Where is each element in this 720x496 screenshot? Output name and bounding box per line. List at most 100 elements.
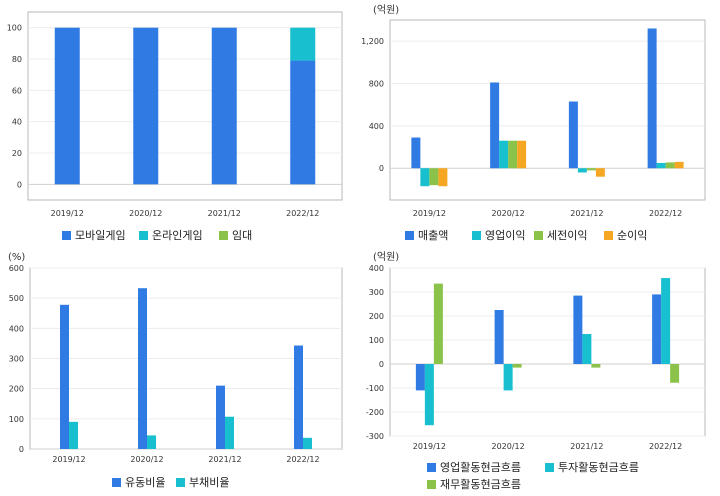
bar-0-1 xyxy=(490,82,500,169)
x-tick-label: 2020/12 xyxy=(129,209,162,218)
bar-2-2 xyxy=(586,168,596,171)
y-tick-label: 800 xyxy=(369,80,384,89)
legend-label: 세전이익 xyxy=(547,229,588,242)
x-tick-label: 2021/12 xyxy=(208,455,241,464)
y-tick-label: 0 xyxy=(17,180,22,189)
x-tick-label: 2019/12 xyxy=(51,209,84,218)
x-tick-label: 2019/12 xyxy=(52,455,85,464)
x-tick-label: 2021/12 xyxy=(208,209,241,218)
legend-item[interactable]: 유동비율 xyxy=(112,475,165,490)
y-tick-label: 400 xyxy=(369,122,384,131)
bar-1-1 xyxy=(147,435,156,449)
legend-item[interactable]: 세전이익 xyxy=(534,228,587,243)
bar-2-1 xyxy=(508,140,518,169)
bar-0-3 xyxy=(647,28,657,169)
x-tick-label: 2020/12 xyxy=(130,455,163,464)
legend-item[interactable]: 모바일게임 xyxy=(62,228,126,243)
bar-1-0 xyxy=(420,168,430,187)
x-tick-label: 2022/12 xyxy=(649,209,682,218)
y-tick-label: 300 xyxy=(369,288,384,297)
x-tick-label: 2019/12 xyxy=(413,442,446,451)
legend-label: 순이익 xyxy=(617,229,648,242)
earnings-chart: 0 400 800 1,200 (억원) 2019/12 2020/12 2021/12 202… xyxy=(361,4,706,218)
legend-label: 재무활동현금흐름 xyxy=(440,478,521,491)
y-tick-label: 0 xyxy=(379,360,384,369)
plot-area xyxy=(27,11,343,201)
y-tick-label: -200 xyxy=(366,408,384,417)
bar-2-3 xyxy=(665,162,675,169)
legend-item[interactable]: 순이익 xyxy=(604,228,647,243)
earnings-chart-panel: 0 400 800 1,200 (억원) 2019/12 2020/12 2021/12 202… xyxy=(360,0,720,250)
bar-0-0 xyxy=(54,27,80,185)
legend-swatch xyxy=(472,231,481,240)
bar-3-3 xyxy=(674,161,684,169)
legend-item[interactable]: 부채비율 xyxy=(176,475,229,490)
x-tick-label: 2021/12 xyxy=(570,442,603,451)
legend-item[interactable]: 영업이익 xyxy=(472,228,525,243)
legend-label: 모바일게임 xyxy=(75,229,126,242)
legend-label: 매출액 xyxy=(418,229,449,242)
legend-item[interactable]: 임대 xyxy=(219,228,252,243)
bar-0-3 xyxy=(294,345,303,449)
legend-label: 영업활동현금흐름 xyxy=(440,461,521,474)
legend-swatch xyxy=(427,480,436,489)
stability-chart-panel: 0 100 200 300 400 500 600 (%) 2019/12 2020/12 2021… xyxy=(0,250,360,496)
x-tick-label: 2020/12 xyxy=(492,442,525,451)
bar-0-3 xyxy=(290,60,316,185)
legend-item[interactable]: 영업활동현금흐름 xyxy=(427,460,521,475)
bar-1-1 xyxy=(499,140,509,169)
legend-item[interactable]: 온라인게임 xyxy=(139,228,203,243)
legend-item[interactable]: 투자활동현금흐름 xyxy=(545,460,639,475)
bar-1-1 xyxy=(503,364,513,391)
bar-1-3 xyxy=(303,437,312,449)
x-tick-label: 2022/12 xyxy=(649,442,682,451)
legend-swatch xyxy=(139,231,148,240)
cash-flow-chart-panel: -300 -200 -100 0 100 200 300 400 (억원) 2019/12 2020… xyxy=(360,250,720,496)
legend-label: 투자활동현금흐름 xyxy=(558,461,639,474)
legend-swatch xyxy=(427,463,436,472)
unit-label: (억원) xyxy=(373,251,399,263)
y-tick-label: 200 xyxy=(369,312,384,321)
y-tick-label: 400 xyxy=(369,264,384,273)
bar-0-1 xyxy=(133,27,159,185)
legend-swatch xyxy=(62,231,71,240)
legend-swatch xyxy=(405,231,414,240)
y-tick-label: 20 xyxy=(12,149,22,158)
y-tick-label: 100 xyxy=(9,415,24,424)
legend-swatch xyxy=(112,478,121,487)
bar-0-0 xyxy=(411,137,421,169)
bar-0-0 xyxy=(415,364,425,391)
bar-0-3 xyxy=(652,294,662,364)
legend-label: 임대 xyxy=(232,229,253,242)
legend-item[interactable]: 매출액 xyxy=(405,228,448,243)
x-tick-label: 2020/12 xyxy=(492,209,525,218)
bar-1-2 xyxy=(225,416,234,449)
bar-2-1 xyxy=(512,364,522,368)
y-tick-label: 0 xyxy=(379,164,384,173)
earnings-legend: 매출액 영업이익 세전이익 순이익 xyxy=(360,228,720,246)
unit-label: (억원) xyxy=(373,4,399,16)
legend-item[interactable]: 재무활동현금흐름 xyxy=(427,477,521,492)
bar-3-1 xyxy=(517,140,527,169)
bar-2-3 xyxy=(670,364,680,383)
y-tick-label: 600 xyxy=(9,264,24,273)
legend-swatch xyxy=(219,231,228,240)
y-tick-label: 40 xyxy=(12,118,22,127)
bar-1-0 xyxy=(424,364,434,426)
bar-3-2 xyxy=(595,168,605,177)
revenue-mix-legend: 모바일게임 온라인게임 임대 xyxy=(0,228,360,246)
y-tick-label: 100 xyxy=(369,336,384,345)
revenue-mix-chart: 0 20 40 60 80 100 2019/12 2020/12 2021/12 2022/12 xyxy=(7,11,343,218)
legend-swatch xyxy=(176,478,185,487)
y-tick-label: 1,200 xyxy=(361,37,384,46)
bar-0-0 xyxy=(60,304,69,449)
stability-chart: 0 100 200 300 400 500 600(%) 2019/12 2020/12 2021… xyxy=(8,252,343,464)
cash-flow-chart: -300 -200 -100 0 100 200 300 400(억원) 2019/12 2020… xyxy=(366,251,706,451)
legend-swatch xyxy=(534,231,543,240)
bar-0-2 xyxy=(568,101,578,169)
bar-0-2 xyxy=(211,27,237,185)
bar-1-3 xyxy=(656,162,666,169)
y-tick-label: -300 xyxy=(366,432,384,441)
y-tick-label: 60 xyxy=(12,86,22,95)
